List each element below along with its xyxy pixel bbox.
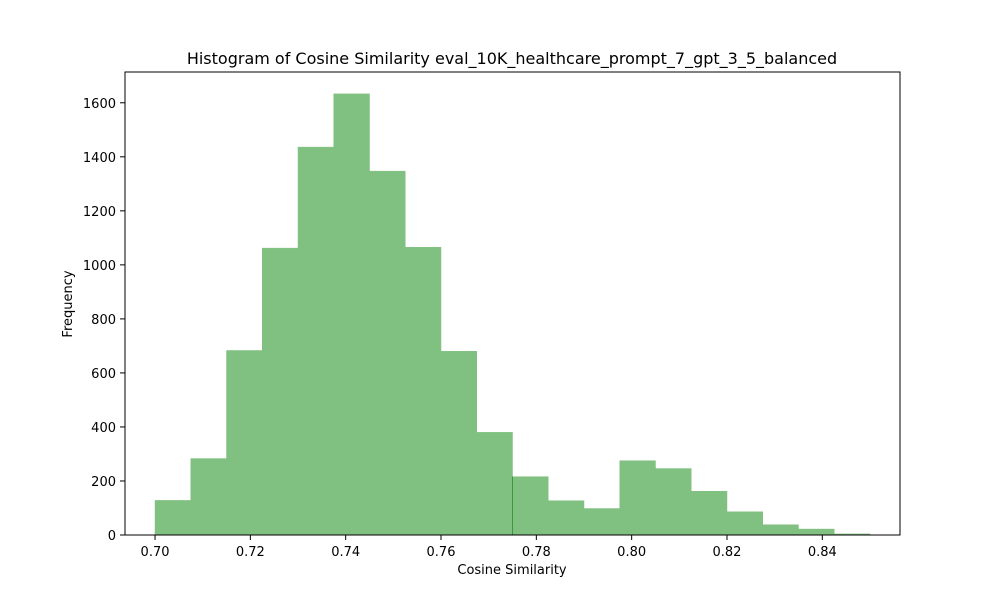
histogram-bar	[440, 351, 478, 536]
chart-title: Histogram of Cosine Similarity eval_10K_…	[187, 49, 837, 69]
x-axis-ticks: 0.70 0.72 0.74 0.76 0.78 0.80 0.82 0.84	[141, 535, 837, 560]
histogram-bar	[547, 500, 585, 536]
x-tick-label: 0.76	[427, 545, 456, 560]
y-tick-label: 200	[91, 475, 116, 490]
histogram-bar	[690, 490, 728, 536]
y-axis-label: Frequency	[61, 270, 76, 337]
y-tick-label: 1400	[83, 151, 116, 166]
histogram-bar	[655, 468, 692, 536]
histogram-bar	[762, 524, 799, 536]
histogram-bar	[583, 508, 620, 536]
histogram-bar	[619, 460, 656, 536]
y-axis-ticks: 0 200 400 600 800 1000 1200 1400 1600	[83, 97, 125, 544]
x-tick-label: 0.82	[713, 545, 742, 560]
y-tick-label: 1200	[83, 205, 116, 220]
histogram-bar	[369, 170, 406, 536]
x-tick-label: 0.78	[522, 545, 551, 560]
histogram-bar	[297, 146, 335, 536]
y-tick-label: 1600	[83, 97, 116, 112]
x-tick-label: 0.70	[141, 545, 170, 560]
histogram-bar	[405, 247, 442, 536]
x-tick-label: 0.74	[331, 545, 360, 560]
histogram-bar	[262, 247, 299, 536]
histogram-bar	[726, 511, 763, 536]
histogram-bar	[226, 350, 263, 536]
x-tick-label: 0.80	[617, 545, 646, 560]
histogram-bar	[512, 476, 549, 536]
histogram-bar	[190, 458, 227, 536]
histogram-bar	[333, 93, 370, 536]
histogram-bar	[476, 432, 513, 536]
plot-frame	[124, 71, 901, 536]
x-axis-label: Cosine Similarity	[457, 563, 567, 578]
x-tick-label: 0.72	[236, 545, 265, 560]
y-tick-label: 400	[91, 421, 116, 436]
bars-group	[154, 93, 871, 536]
y-tick-label: 0	[108, 529, 116, 544]
histogram-bar	[154, 500, 192, 536]
y-tick-label: 800	[91, 313, 116, 328]
y-tick-label: 600	[91, 367, 116, 382]
x-tick-label: 0.84	[808, 545, 837, 560]
histogram-bar	[798, 528, 835, 536]
y-tick-label: 1000	[83, 259, 116, 274]
